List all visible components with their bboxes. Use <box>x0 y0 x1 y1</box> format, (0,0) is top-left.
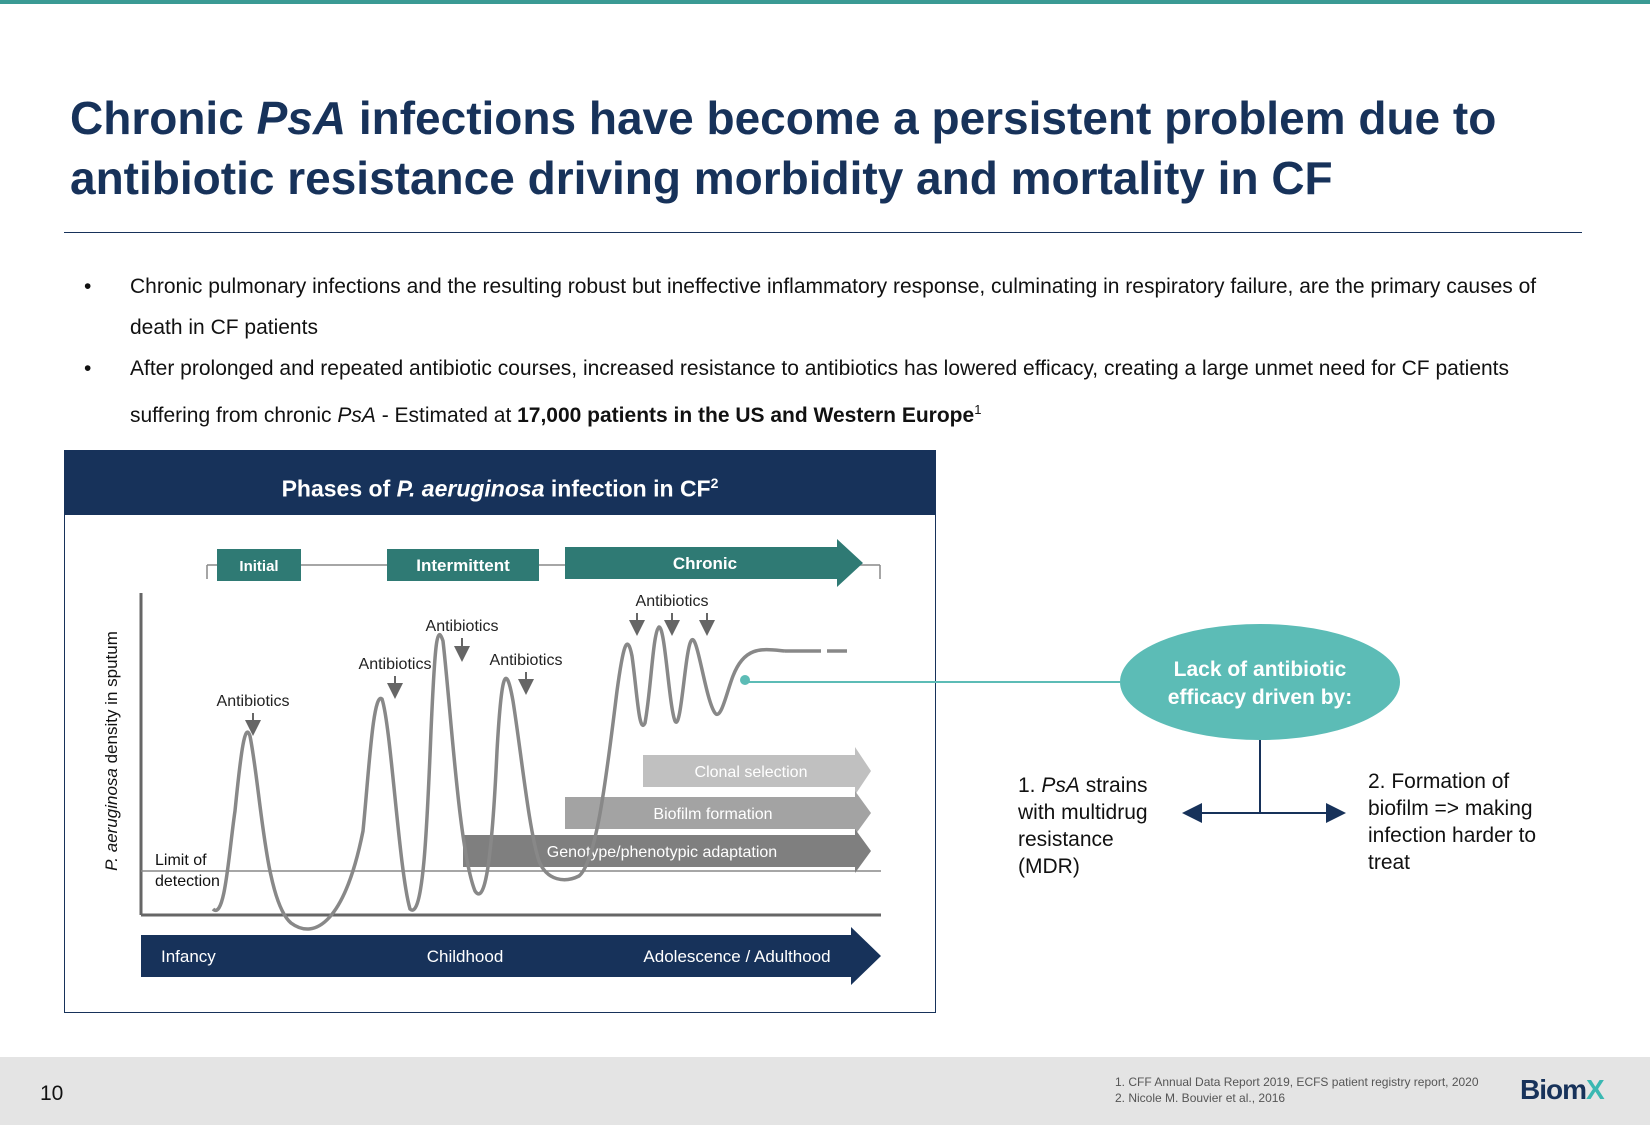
bullet-dot: • <box>84 275 92 298</box>
diagram-canvas: Initial Intermittent Chronic P. aerugino… <box>102 539 881 985</box>
density-curve <box>211 625 786 931</box>
antibiotics-label: Antibiotics <box>217 693 290 710</box>
title-divider <box>64 232 1582 233</box>
limit-label-line2: detection <box>155 873 220 890</box>
infection-phases-diagram: Phases of P. aeruginosa infection in CF2… <box>64 450 936 1013</box>
bullet-item: • Chronic pulmonary infections and the r… <box>80 266 1590 348</box>
bubble-text-line2: efficacy driven by: <box>1168 686 1352 709</box>
reason-biofilm: 2. Formation of biofilm => making infect… <box>1368 770 1537 874</box>
phase-initial-label: Initial <box>239 558 278 575</box>
genotype-adaptation-arrow <box>463 829 871 873</box>
bullet-item: • After prolonged and repeated antibioti… <box>80 348 1590 436</box>
lack-of-efficacy-bubble <box>1120 624 1400 740</box>
biofilm-formation-label: Biofilm formation <box>653 806 772 823</box>
page-number: 10 <box>40 1082 64 1105</box>
reference-1: 1. CFF Annual Data Report 2019, ECFS pat… <box>1115 1075 1479 1089</box>
age-timeline-arrow <box>141 927 881 985</box>
y-axis-label: P. aeruginosa density in sputum <box>102 631 121 871</box>
biomx-logo: BiomX <box>1520 1074 1605 1105</box>
phase-chronic-label: Chronic <box>673 554 737 573</box>
limit-label-line1: Limit of <box>155 852 207 869</box>
callout-anchor-dot <box>740 675 750 685</box>
bubble-text-line1: Lack of antibiotic <box>1174 658 1347 681</box>
antibiotics-label: Antibiotics <box>359 656 432 673</box>
diagram-title: Phases of P. aeruginosa infection in CF2 <box>65 451 935 515</box>
reference-2: 2. Nicole M. Bouvier et al., 2016 <box>1115 1091 1286 1105</box>
phase-chronic-arrow <box>565 539 863 587</box>
clonal-selection-arrow <box>643 747 871 795</box>
antibiotics-label: Antibiotics <box>426 618 499 635</box>
phase-intermittent-box <box>387 549 539 581</box>
page-title: Chronic PsA infections have become a per… <box>70 92 1497 204</box>
references: 1. CFF Annual Data Report 2019, ECFS pat… <box>1115 1074 1479 1106</box>
phase-intermittent-label: Intermittent <box>416 556 510 575</box>
phase-initial-box <box>217 549 301 581</box>
age-childhood-label: Childhood <box>427 947 504 966</box>
clonal-selection-label: Clonal selection <box>695 764 808 781</box>
footer-bar <box>0 1057 1650 1125</box>
antibiotics-label: Antibiotics <box>490 652 563 669</box>
bullet-list: • Chronic pulmonary infections and the r… <box>80 266 1590 436</box>
antibiotics-label: Antibiotics <box>636 593 709 610</box>
top-accent-bar <box>0 0 1650 4</box>
biofilm-formation-arrow <box>565 791 871 835</box>
bullet-dot: • <box>84 357 92 380</box>
genotype-adaptation-label: Genotype/phenotypic adaptation <box>547 844 777 861</box>
reason-mdr-strains: 1. PsA strains with multidrug resistance… <box>1018 774 1148 878</box>
age-adult-label: Adolescence / Adulthood <box>643 947 830 966</box>
age-infancy-label: Infancy <box>161 947 216 966</box>
